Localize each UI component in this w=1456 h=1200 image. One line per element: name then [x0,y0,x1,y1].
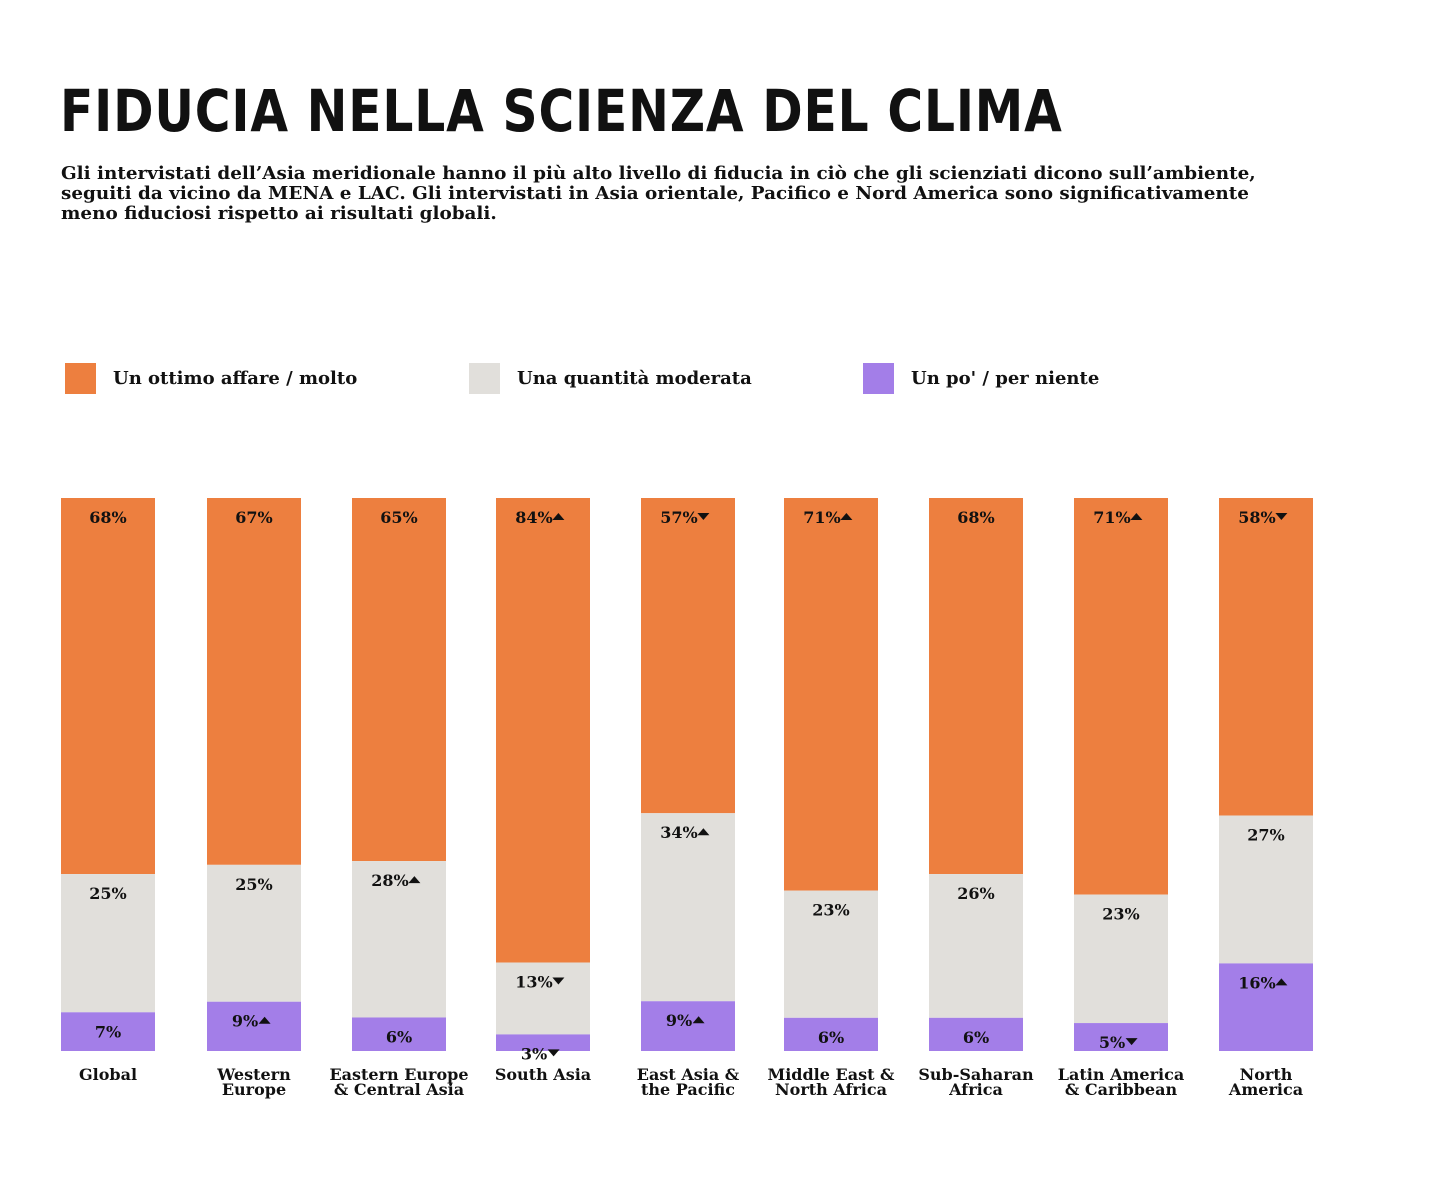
bar-group: 68% 25% 7% Global [61,498,155,1084]
bar-segment-high [1074,498,1168,895]
bar-segment-low [207,1001,301,1051]
significance-up-icon [1275,978,1288,986]
bar-group: 65% 28% 6% Eastern Europe & Central Asia [329,498,469,1099]
bar-segment-low [1074,1023,1168,1051]
category-label: Eastern Europe & Central Asia [329,1065,468,1099]
data-label: 3% [521,1044,547,1063]
bar-segment-low [784,1017,878,1051]
chart-subtitle: Gli intervistati dell’Asia meridionale h… [61,163,1256,224]
significance-down-icon [1125,1038,1138,1046]
bar-segment-high [61,498,155,875]
significance-up-icon [692,1016,705,1024]
significance-down-icon [547,1049,560,1057]
significance-up-icon [552,513,565,520]
bar-segment-moderate [929,874,1023,1018]
data-label: 26% [957,884,994,903]
data-label: 25% [89,884,126,903]
bar-segment-moderate [641,813,735,1002]
chart-title: FIDUCIA NELLA SCIENZA DEL CLIMA [60,77,1063,145]
significance-down-icon [1275,513,1288,520]
data-label: 6% [963,1028,989,1047]
significance-up-icon [258,1016,271,1024]
bar-segment-low [61,1012,155,1051]
bar-group: 68% 26% 6% Sub-Saharan Africa [918,498,1034,1099]
data-label: 23% [812,901,849,920]
category-label: Sub-Saharan Africa [918,1065,1034,1099]
data-label: 9% [232,1012,258,1031]
significance-down-icon [552,977,565,985]
data-label: 84% [515,508,552,527]
data-label: 71% [803,508,840,527]
bar-segment-high [929,498,1023,875]
data-label: 13% [515,973,552,992]
data-label: 28% [371,871,408,890]
bar-segment-moderate [784,890,878,1018]
data-label: 58% [1238,508,1275,527]
bar-segment-low [352,1017,446,1051]
data-label: 71% [1093,508,1130,527]
bar-segment-high [784,498,878,891]
significance-up-icon [408,876,421,884]
data-label: 25% [235,875,272,894]
bar-segment-low [641,1001,735,1051]
bar-group: 84% 13% 3% South Asia [495,498,591,1084]
data-label: 67% [235,508,272,527]
significance-up-icon [1130,513,1143,520]
bar-segment-high [352,498,446,862]
legend-swatch-low [863,363,894,394]
significance-up-icon [697,828,710,836]
legend-label-moderate: Una quantità moderata [517,368,752,389]
bar-segment-moderate [496,962,590,1035]
category-label: Western Europe [216,1065,291,1099]
bar-segment-moderate [352,861,446,1018]
bar-group: 67% 25% 9% Western Europe [207,498,301,1099]
bar-segment-low [929,1017,1023,1051]
category-label: East Asia & the Pacific [637,1065,740,1099]
significance-down-icon [697,513,710,520]
legend-swatch-high [65,363,96,394]
bar-group: 57% 34% 9% East Asia & the Pacific [637,498,740,1099]
category-label: Middle East & North Africa [768,1065,896,1099]
legend-swatch-moderate [469,363,500,394]
bar-segment-high [496,498,590,963]
bar-segment-low [496,1034,590,1051]
bar-group: 58% 27% 16% North America [1219,498,1313,1099]
data-label: 34% [660,823,697,842]
category-label: North America [1228,1065,1303,1099]
bar-segment-high [641,498,735,814]
category-label: South Asia [495,1065,591,1084]
significance-up-icon [840,513,853,520]
bar-segment-moderate [1219,815,1313,964]
bar-segment-moderate [207,864,301,1002]
data-label: 68% [957,508,994,527]
data-label: 7% [95,1022,121,1041]
bar-segment-low [1219,963,1313,1051]
bar-group: 71% 23% 6% Middle East & North Africa [768,498,896,1099]
bar-segment-moderate [61,874,155,1013]
data-label: 16% [1238,973,1275,992]
data-label: 57% [660,508,697,527]
bar-group: 71% 23% 5% Latin America & Caribbean [1058,498,1184,1099]
bar-segment-high [207,498,301,865]
data-label: 68% [89,508,126,527]
category-label: Latin America & Caribbean [1058,1065,1184,1099]
legend-label-low: Un po' / per niente [911,368,1100,389]
data-label: 27% [1247,826,1284,845]
data-label: 65% [380,508,417,527]
bar-segment-high [1219,498,1313,816]
legend-label-high: Un ottimo affare / molto [113,368,358,389]
data-label: 9% [666,1011,692,1030]
data-label: 23% [1102,905,1139,924]
category-label: Global [79,1065,137,1084]
data-label: 6% [386,1028,412,1047]
data-label: 5% [1099,1033,1125,1052]
data-label: 6% [818,1028,844,1047]
bar-segment-moderate [1074,894,1168,1024]
